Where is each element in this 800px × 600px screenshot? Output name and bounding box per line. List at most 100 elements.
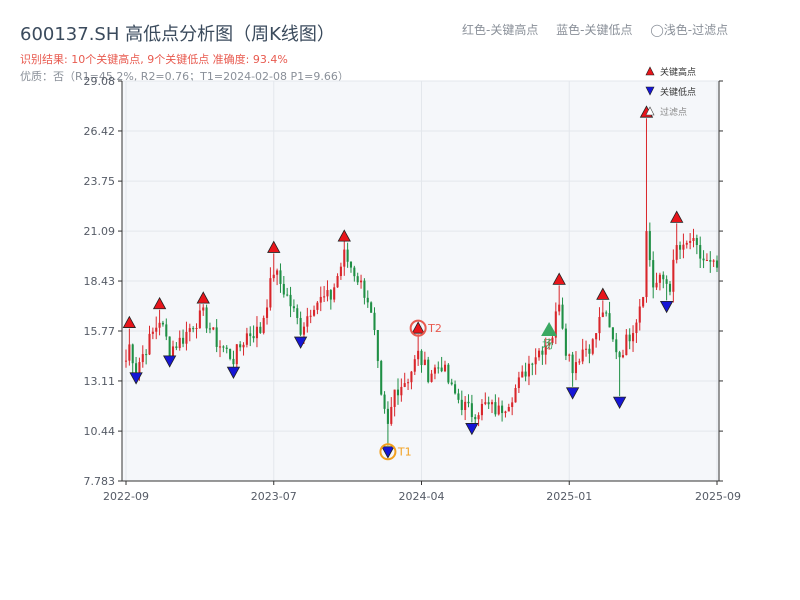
legend-red-text: 红色-关键高点 [462,23,539,37]
candle-body [175,346,178,349]
candle-body [333,287,336,300]
candle-body [635,322,638,334]
candle-body [370,302,373,313]
candle-body [232,358,235,365]
candle-body [514,388,517,403]
candle-body [689,240,692,243]
key-low-marker [129,372,143,385]
candle-body [390,406,393,424]
candle-body [645,231,648,298]
candle-body [588,348,591,354]
candle-body [601,312,604,317]
candle-body [353,267,356,277]
candle-body [292,306,295,309]
candle-body [648,231,651,261]
candle-body [561,304,564,329]
candle-body [534,357,537,365]
candle-body [235,344,238,365]
key-high-marker [196,291,210,304]
candle-body [249,333,252,337]
candle-body [679,245,682,250]
x-tick-label: 2025-01 [546,490,592,503]
candle-body [205,307,208,329]
candle-body [655,282,658,288]
candle-body [329,290,332,300]
candle-body [652,260,655,288]
legend-high-icon [645,66,655,76]
t1-label: T1 [397,446,412,459]
start-marker [541,322,558,337]
candle-body [222,346,225,348]
candle-body [158,322,161,328]
candle-body [363,280,366,298]
candle-body [504,411,507,414]
candle-body [212,327,215,330]
candle-body [454,384,457,394]
candle-body [433,367,436,374]
key-high-marker [552,272,566,285]
candle-body [309,315,312,317]
t2-circle [409,319,427,337]
candle-body [541,350,544,355]
candle-body [312,309,316,316]
candle-body [155,327,158,332]
x-tick-label: 2024-04 [399,490,445,503]
candle-body [135,363,138,373]
candle-body [161,322,164,325]
candle-body [521,371,524,378]
y-tick-label: 29.08 [84,75,116,88]
candle-body [245,333,248,345]
legend-low-text: 关键低点 [660,86,696,98]
candle-body [675,245,678,260]
candle-body [544,345,547,355]
candle-body [306,316,309,327]
y-tick-label: 15.77 [84,325,116,338]
y-tick-label: 13.11 [84,375,116,388]
key-low-marker [465,423,479,436]
candle-body [272,274,275,279]
candle-body [171,346,175,357]
candle-body [168,336,171,357]
candle-body [380,361,383,395]
recognition-result: 识别结果: 10个关键高点, 9个关键低点 准确度: 93.4% [20,53,288,66]
candle-body [568,354,571,356]
candle-body [252,336,255,339]
candle-body [407,382,410,384]
candle-body [265,307,269,318]
candle-body [715,260,719,268]
candle-body [165,324,168,337]
legend-blue-text: 蓝色-关键低点 [556,23,633,37]
candle-body [400,386,403,396]
key-high-marker [152,296,167,310]
candle-body [417,350,420,360]
candle-body [595,333,598,340]
t1-circle [379,443,397,461]
candle-body [410,371,413,383]
candle-body [705,260,708,262]
key-points-layer: T1 T2 场 [122,105,684,461]
candle-body [373,312,376,331]
candle-body [202,307,205,311]
y-tick-label: 21.09 [84,225,116,238]
key-low-marker [226,366,241,379]
candle-body [611,327,614,340]
candle-body [423,359,426,366]
candle-body [403,383,406,387]
candle-body [440,367,443,372]
candle-body [584,348,588,350]
candle-body [712,260,715,262]
candle-body [124,360,128,362]
candle-body [507,406,510,412]
key-high-marker [267,240,281,253]
candle-body [682,244,685,250]
candle-body [296,308,299,318]
y-tick-label: 7.783 [84,475,116,488]
legend-low-icon [645,86,655,96]
candle-body [185,331,188,344]
key-high-marker [122,315,137,328]
t2-label: T2 [427,322,442,335]
candle-body [642,297,645,307]
candle-body [242,344,245,348]
candle-body [618,352,621,358]
candle-body [178,337,181,349]
